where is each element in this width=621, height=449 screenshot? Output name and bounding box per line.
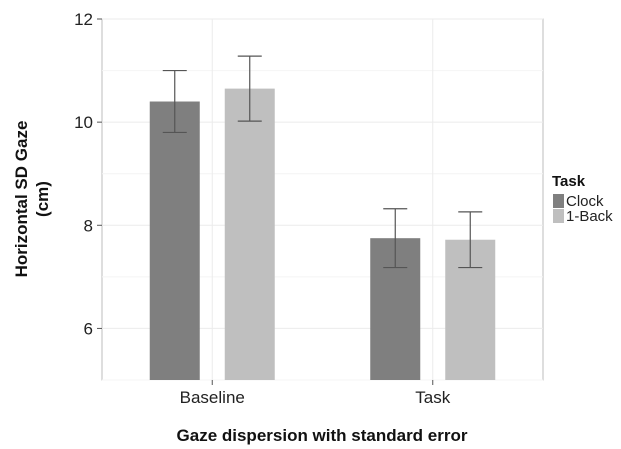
x-axis-title: Gaze dispersion with standard error (177, 426, 468, 445)
bar-clock-baseline (149, 101, 200, 380)
y-axis-title-line-2: (cm) (33, 181, 52, 217)
x-tick-label: Task (415, 388, 450, 407)
y-tick-label: 12 (74, 10, 93, 29)
legend-swatch-clock (553, 194, 564, 208)
x-tick-label: Baseline (180, 388, 245, 407)
y-tick-label: 8 (84, 216, 93, 235)
legend-swatch-1-back (553, 209, 564, 223)
legend-title: Task (552, 173, 586, 190)
legend-label-1-back: 1-Back (566, 208, 613, 225)
y-axis-title-line-1: Horizontal SD Gaze (12, 121, 31, 278)
y-tick-label: 10 (74, 113, 93, 132)
y-axis: 6 8 10 12 (74, 10, 102, 338)
legend: Task Clock 1-Back (552, 173, 613, 225)
legend-label-clock: Clock (566, 193, 604, 210)
y-tick-label: 6 (84, 319, 93, 338)
error-bars (162, 55, 483, 269)
x-axis: Baseline Task (180, 380, 451, 407)
bar-1-back-baseline (224, 88, 275, 380)
